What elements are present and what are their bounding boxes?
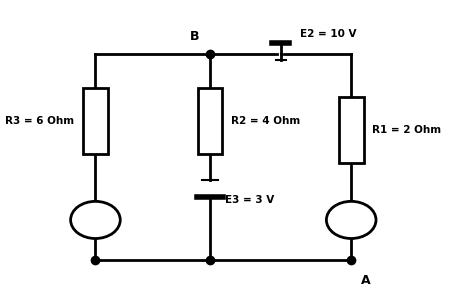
FancyBboxPatch shape [83,88,108,154]
FancyBboxPatch shape [198,88,222,154]
Text: R2 = 4 Ohm: R2 = 4 Ohm [231,116,300,126]
FancyBboxPatch shape [339,97,364,163]
Circle shape [70,201,120,239]
Text: B: B [190,30,199,43]
Text: V: V [91,213,100,226]
Text: E2 = 10 V: E2 = 10 V [299,29,356,39]
Text: A: A [346,213,356,226]
Text: A: A [361,274,370,287]
Text: R1 = 2 Ohm: R1 = 2 Ohm [372,125,441,135]
Text: E3 = 3 V: E3 = 3 V [225,195,274,205]
Circle shape [326,201,376,239]
Text: R3 = 6 Ohm: R3 = 6 Ohm [5,116,75,126]
